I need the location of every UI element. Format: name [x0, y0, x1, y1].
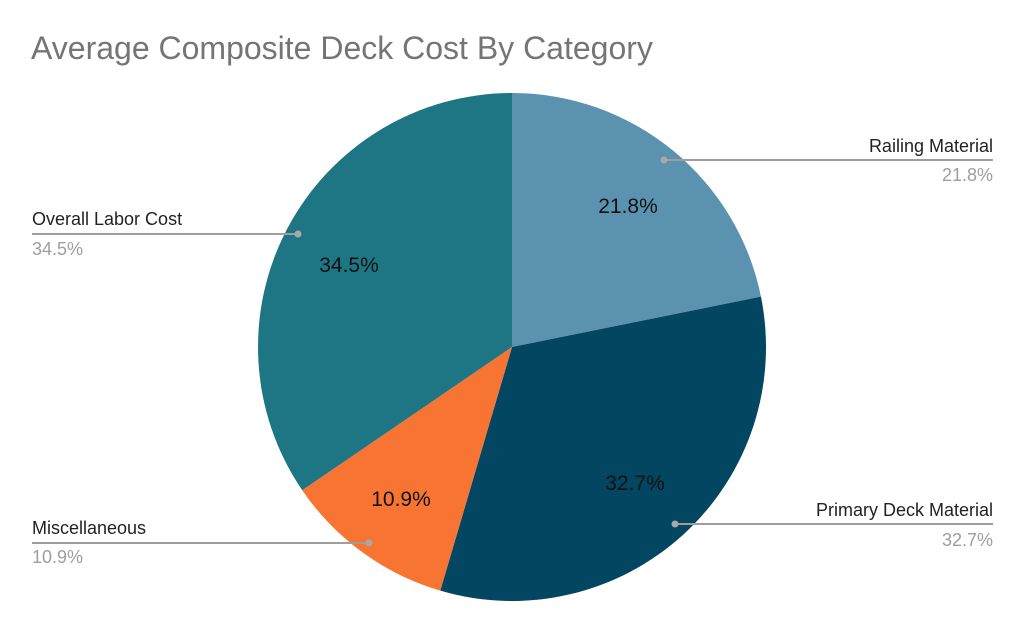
callout-value-railing: 21.8% [941, 165, 993, 185]
leader-dot-railing [660, 156, 668, 164]
pie-slice-railing-material [512, 93, 761, 347]
callout-value-primary: 32.7% [941, 530, 993, 550]
pie-slice-overall-labor-cost [258, 93, 512, 491]
slice-label-railing: 21.8% [598, 195, 658, 218]
leader-dot-labor [294, 230, 302, 238]
callout-value-misc: 10.9% [32, 547, 84, 567]
slice-value-labels: 21.8% 32.7% 10.9% 34.5% [319, 195, 665, 511]
chart-title: Average Composite Deck Cost By Category [31, 30, 653, 66]
callout-label-misc: Miscellaneous [32, 518, 147, 538]
callout-label-railing: Railing Material [868, 136, 993, 156]
callout-value-labor: 34.5% [32, 239, 84, 259]
slice-label-misc: 10.9% [371, 488, 431, 511]
callout-label-primary: Primary Deck Material [815, 500, 993, 520]
slice-label-primary: 32.7% [605, 472, 665, 495]
pie-slice-miscellaneous [302, 347, 512, 591]
leader-lines [32, 156, 993, 547]
callout-label-labor: Overall Labor Cost [32, 209, 183, 229]
leader-dot-primary [671, 520, 679, 528]
leader-dot-misc [365, 539, 373, 547]
slice-label-labor: 34.5% [319, 254, 379, 277]
